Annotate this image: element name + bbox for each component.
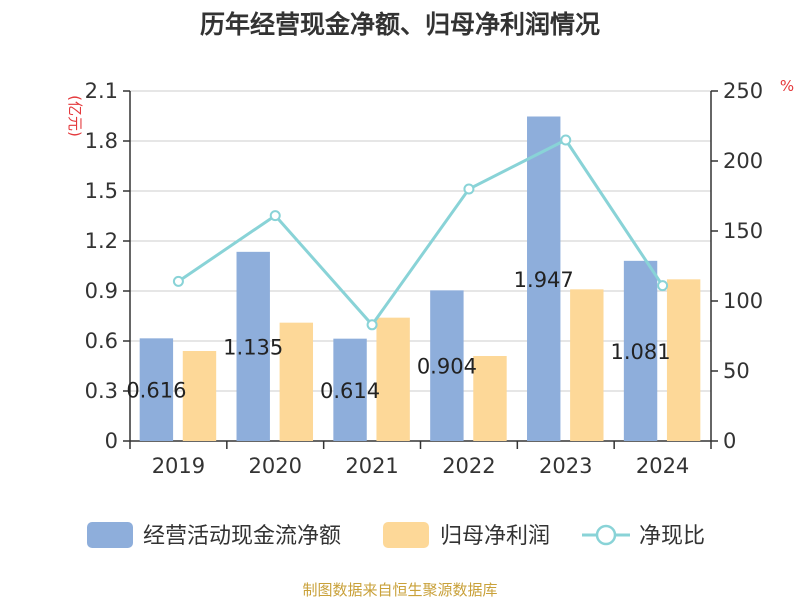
gridlines xyxy=(130,90,711,392)
legend-swatch-net-profit xyxy=(383,522,429,548)
left-tick-label: 1.8 xyxy=(85,129,118,153)
x-tick-label: 2023 xyxy=(539,454,592,478)
left-axis-unit: (亿元) xyxy=(66,95,84,137)
bar-net-profit xyxy=(666,279,701,441)
left-axis-ticks: 0 0.3 0.6 0.9 1.2 1.5 1.8 2.1 xyxy=(85,79,130,453)
bar-cash-flow xyxy=(236,251,270,441)
ratio-point xyxy=(172,275,184,287)
data-label-cash-flow: 0.614 xyxy=(320,379,380,403)
right-tick-label: 50 xyxy=(723,359,750,383)
legend-label-ratio: 净现比 xyxy=(639,524,705,549)
left-tick-label: 1.5 xyxy=(85,179,118,203)
right-tick-label: 200 xyxy=(723,149,763,173)
x-tick-label: 2024 xyxy=(636,454,689,478)
x-tick-label: 2019 xyxy=(152,454,205,478)
ratio-point xyxy=(463,183,475,195)
ratio-point xyxy=(657,280,669,292)
ratio-point xyxy=(560,134,572,146)
bar-cash-flow xyxy=(430,290,464,441)
legend-item-net-profit[interactable]: 归母净利润 xyxy=(383,522,550,549)
bar-net-profit xyxy=(376,317,410,441)
right-tick-label: 100 xyxy=(723,289,763,313)
x-axis-ticks: 2019 2020 2021 2022 2023 2024 xyxy=(129,441,712,478)
left-tick-label: 0.9 xyxy=(85,279,118,303)
legend-item-ratio[interactable]: 净现比 xyxy=(582,524,705,549)
source-note: 制图数据来自恒生聚源数据库 xyxy=(302,581,497,599)
bar-net-profit xyxy=(182,351,217,441)
bar-cash-flow xyxy=(139,338,174,441)
data-label-cash-flow: 0.616 xyxy=(126,379,186,403)
left-tick-label: 0.3 xyxy=(85,379,118,403)
data-labels: 0.616 1.135 0.614 0.904 1.947 1.081 xyxy=(126,268,670,403)
bar-net-profit xyxy=(473,356,507,441)
left-tick-label: 1.2 xyxy=(85,229,118,253)
legend-label-cash-flow: 经营活动现金流净额 xyxy=(143,524,341,549)
legend-swatch-cash-flow xyxy=(87,522,133,548)
left-tick-label: 0 xyxy=(105,429,118,453)
right-axis-ticks: 0 50 100 150 200 250 xyxy=(711,79,763,453)
ratio-line xyxy=(177,138,664,328)
chart-title: 历年经营现金净额、归母净利润情况 xyxy=(200,10,600,39)
left-tick-label: 2.1 xyxy=(85,79,118,103)
bar-cash-flow xyxy=(527,116,561,441)
legend-item-cash-flow[interactable]: 经营活动现金流净额 xyxy=(87,522,341,549)
ratio-line-series xyxy=(172,134,669,331)
legend: 经营活动现金流净额 归母净利润 净现比 xyxy=(87,522,705,549)
right-tick-label: 150 xyxy=(723,219,763,243)
legend-marker-ratio xyxy=(595,524,617,546)
right-tick-label: 250 xyxy=(723,79,763,103)
data-label-cash-flow: 1.135 xyxy=(223,335,283,359)
bar-net-profit xyxy=(279,322,314,441)
x-tick-label: 2022 xyxy=(442,454,495,478)
right-axis-unit: % xyxy=(780,77,794,95)
right-tick-label: 0 xyxy=(723,429,736,453)
ratio-point xyxy=(269,210,281,222)
bar-series xyxy=(139,116,701,441)
x-tick-label: 2020 xyxy=(249,454,302,478)
legend-label-net-profit: 归母净利润 xyxy=(440,524,550,549)
left-tick-label: 0.6 xyxy=(85,329,118,353)
x-tick-label: 2021 xyxy=(345,454,398,478)
bar-cash-flow xyxy=(333,338,367,441)
bar-cash-flow xyxy=(623,260,658,441)
data-label-cash-flow: 1.081 xyxy=(610,340,670,364)
data-label-cash-flow: 0.904 xyxy=(417,355,477,379)
bar-net-profit xyxy=(570,289,604,441)
ratio-point xyxy=(366,319,378,331)
data-label-cash-flow: 1.947 xyxy=(514,268,574,292)
